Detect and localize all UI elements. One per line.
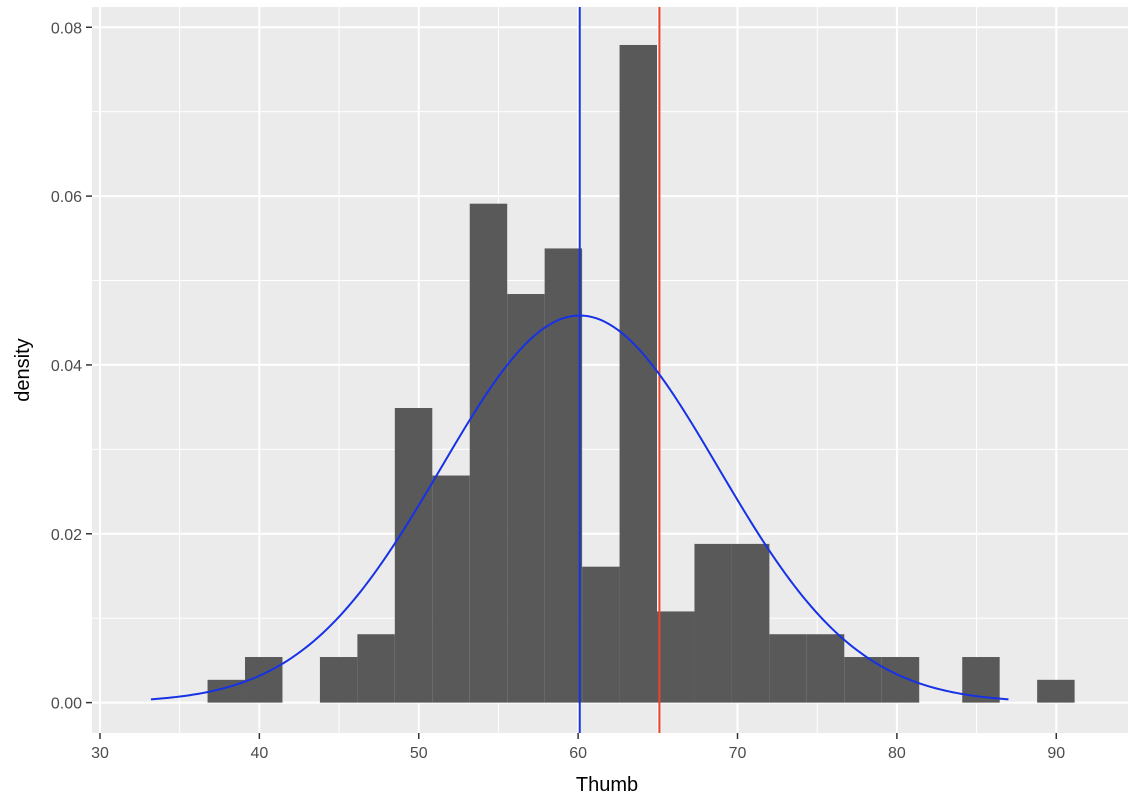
y-axis-ticks: 0.00 0.02 0.04 0.06 0.08 <box>51 20 92 713</box>
histogram-bar <box>319 657 358 703</box>
y-tick-label: 0.00 <box>51 696 82 713</box>
histogram-bar <box>806 634 845 703</box>
histogram-bar <box>731 543 770 703</box>
x-tick-label: 40 <box>250 745 268 762</box>
histogram-bar <box>582 566 620 703</box>
x-tick-label: 60 <box>569 745 587 762</box>
histogram-bar <box>357 634 395 703</box>
histogram-bar <box>844 657 882 703</box>
x-tick-label: 90 <box>1047 745 1065 762</box>
histogram-bar <box>769 634 807 703</box>
reference-lines <box>578 7 661 733</box>
histogram-bar <box>1037 679 1075 703</box>
y-tick-label: 0.04 <box>51 358 82 375</box>
y-axis-title: density <box>12 338 34 401</box>
histogram-bar <box>432 475 470 703</box>
x-axis-title: Thumb <box>576 774 638 796</box>
y-tick-label: 0.06 <box>51 189 82 206</box>
histogram-bar <box>881 657 920 703</box>
histogram-bar <box>507 294 545 703</box>
histogram-bar <box>619 44 658 703</box>
x-axis-ticks: 30 40 50 60 70 80 90 <box>91 733 1065 762</box>
histogram-bar <box>469 203 508 703</box>
histogram-bars <box>207 44 1075 703</box>
x-tick-label: 30 <box>91 745 109 762</box>
normal-density-curve <box>150 314 1009 701</box>
y-tick-label: 0.08 <box>51 20 82 37</box>
y-tick-label: 0.02 <box>51 527 82 544</box>
x-tick-label: 70 <box>729 745 747 762</box>
x-tick-label: 50 <box>410 745 428 762</box>
histogram-bar <box>394 407 433 703</box>
histogram-bar <box>657 611 695 703</box>
x-tick-label: 80 <box>888 745 906 762</box>
histogram-bar <box>694 543 732 703</box>
